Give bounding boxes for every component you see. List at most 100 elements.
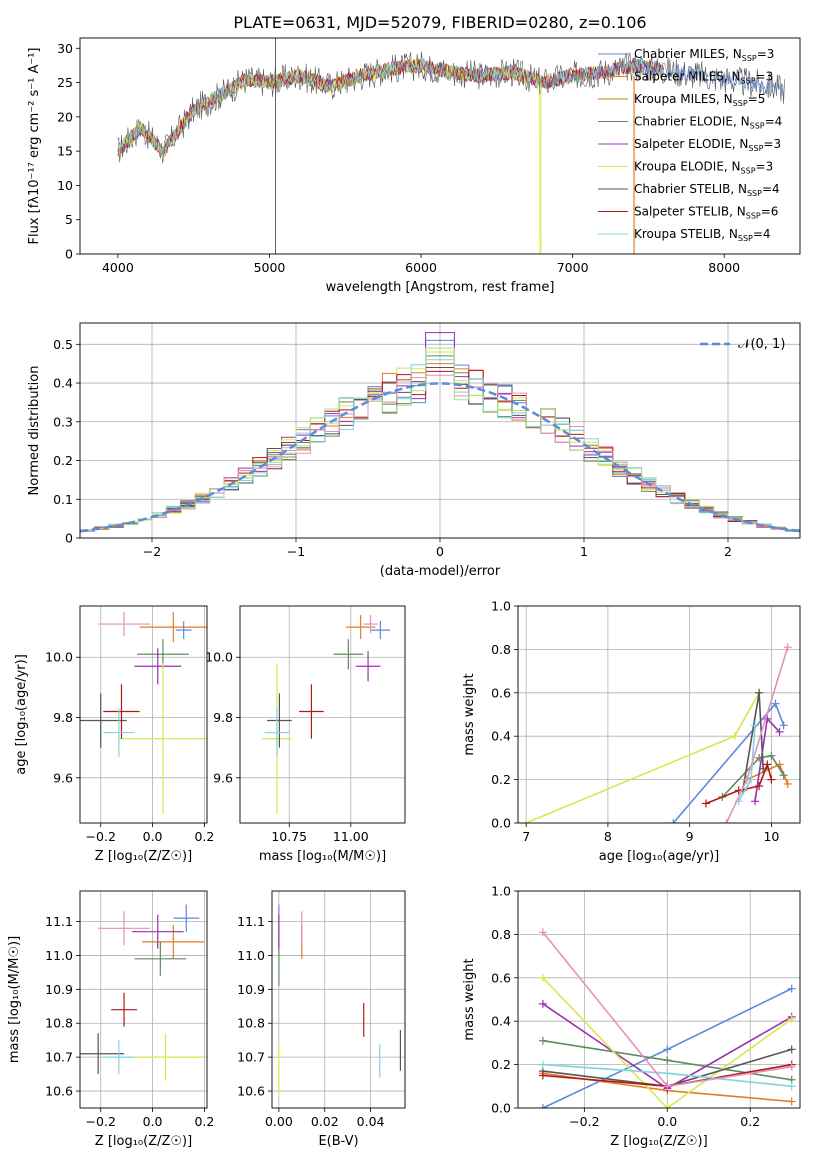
x-axis-label: E(B-V)	[318, 1134, 358, 1149]
legend-tail: =3	[763, 137, 781, 151]
y-tick-label: 20	[57, 109, 73, 124]
x-tick-label: 1	[580, 544, 588, 559]
legend-tail: =3	[756, 160, 774, 174]
axes-frame	[79, 605, 208, 824]
legend-tail: =5	[748, 92, 766, 106]
x-tick-label: 10.75	[271, 829, 307, 844]
y-axis-label: age [log₁₀(age/yr)]	[14, 654, 29, 775]
y-tick-label: 0	[65, 247, 73, 262]
x-axis-label: Z [log₁₀(Z/Z☉)]	[95, 849, 192, 864]
axes-age_vs_mass: 10.75 11.00 9.6 9.8 10.0 mass [log₁₀(M/M☉)]	[205, 605, 406, 864]
axes-frame	[517, 605, 801, 824]
x-tick-label: 0.2	[194, 1114, 214, 1129]
x-tick-label: 5000	[254, 260, 286, 275]
y-tick-label: 9.8	[213, 710, 233, 725]
legend-label: Kroupa ELODIE, NSSP=3	[634, 160, 773, 176]
spectrum-line	[117, 58, 664, 157]
legend-subscript: SSP	[742, 54, 757, 63]
y-axis-label: mass weight	[462, 673, 477, 755]
y-axis-label: Flux [fλ10⁻¹⁷ erg cm⁻² s⁻¹ A⁻¹]	[27, 48, 42, 245]
x-tick-label: 7000	[557, 260, 589, 275]
legend-subscript: SSP	[747, 189, 762, 198]
plot-area-mass_vs_ebv	[278, 904, 402, 1098]
y-tick-label: 0.2	[53, 453, 73, 468]
histogram-series	[80, 332, 800, 532]
x-tick-label: 7	[522, 829, 530, 844]
x-tick-label: 0.00	[265, 1114, 293, 1129]
axes-frame	[517, 890, 801, 1109]
y-tick-label: 0	[65, 531, 73, 546]
axes-spectrum: 4000 5000 6000 7000 8000 0 5 10 15 20 25 30 waveleng…	[27, 37, 801, 295]
y-tick-label: 15	[57, 144, 73, 159]
x-axis-label: Z [log₁₀(Z/Z☉)]	[610, 1134, 707, 1149]
chart-title: PLATE=0631, MJD=52079, FIBERID=0280, z=0…	[233, 13, 646, 32]
x-tick-label: 2	[724, 544, 732, 559]
x-axis-label: wavelength [Angstrom, rest frame]	[326, 280, 555, 295]
x-tick-label: 9	[686, 829, 694, 844]
x-tick-label: 6000	[405, 260, 437, 275]
legend-label: Kroupa STELIB, NSSP=4	[634, 227, 771, 243]
axes-age_vs_z: −0.2 0.0 0.2 9.6 9.8 10.0 Z [log₁₀(Z/Z☉)] age […	[14, 605, 214, 864]
legend-subscript: SSP	[738, 234, 753, 243]
y-tick-label: 0.2	[491, 1057, 511, 1072]
legend-subscript: SSP	[746, 212, 761, 221]
x-tick-label: 4000	[102, 260, 134, 275]
x-tick-label: 8	[604, 829, 612, 844]
y-tick-label: 0.6	[491, 970, 511, 985]
y-tick-label: 9.8	[53, 710, 73, 725]
axes-frame	[79, 322, 801, 539]
y-tick-label: 0.4	[491, 729, 511, 744]
y-tick-label: 11.0	[237, 948, 265, 963]
y-tick-label: 1.0	[491, 884, 511, 899]
plot-area-weight_vs_age	[522, 643, 792, 823]
legend-tail: =4	[765, 115, 783, 129]
y-tick-label: 25	[57, 75, 73, 90]
y-tick-label: 0.1	[53, 492, 73, 507]
spectrum-line	[117, 58, 664, 156]
y-tick-label: 11.1	[45, 914, 73, 929]
axes-residuals: −2 −1 0 1 2 0 0.1 0.2 0.3 0.4 0.5 (data-model)/erro…	[27, 322, 801, 579]
y-tick-label: 10.8	[237, 1016, 265, 1031]
y-tick-label: 9.6	[213, 770, 233, 785]
y-axis-label: mass [log₁₀(M/M☉)]	[7, 936, 22, 1063]
y-tick-label: 0.6	[491, 685, 511, 700]
axes-weight_vs_z: −0.2 0.0 0.2 0.0 0.2 0.4 0.6 0.8 1.0 Z [log₁₀(Z/Z…	[462, 884, 801, 1149]
y-tick-label: 10.9	[237, 982, 265, 997]
legend-tail: =4	[762, 182, 780, 196]
x-axis-label: mass [log₁₀(M/M☉)]	[259, 849, 386, 864]
legend-tail: =6	[761, 205, 779, 219]
plot-area-residuals	[80, 332, 800, 533]
y-tick-label: 0.3	[53, 414, 73, 429]
x-axis-label: age [log₁₀(age/yr)]	[599, 849, 720, 864]
legend-subscript: SSP	[733, 99, 748, 108]
y-tick-label: 0.0	[491, 816, 511, 831]
axes-frame	[79, 890, 208, 1109]
axes-mass_vs_ebv: 0.00 0.02 0.04 10.6 10.7 10.8 10.9 11.0 11.1 E(B-…	[237, 890, 406, 1149]
y-tick-label: 10.6	[237, 1084, 265, 1099]
legend-label: Chabrier MILES, NSSP=3	[634, 47, 774, 63]
y-tick-label: 10	[57, 178, 73, 193]
x-axis-label: (data-model)/error	[380, 564, 501, 579]
x-axis-label: Z [log₁₀(Z/Z☉)]	[95, 1134, 192, 1149]
plot-area-age_vs_z	[80, 612, 207, 814]
y-tick-label: 30	[57, 41, 73, 56]
x-tick-label: −1	[287, 544, 305, 559]
legend-label-normal: 𝒩(0, 1)	[738, 337, 785, 352]
y-tick-label: 0.0	[491, 1101, 511, 1116]
x-tick-label: 0.2	[194, 829, 214, 844]
plot-area-age_vs_mass	[262, 615, 391, 814]
x-tick-label: −2	[143, 544, 161, 559]
legend-tail: =3	[756, 70, 774, 84]
y-tick-label: 1.0	[491, 599, 511, 614]
y-tick-label: 9.6	[53, 770, 73, 785]
y-tick-label: 11.1	[237, 914, 265, 929]
plot-area-mass_vs_z	[80, 904, 205, 1081]
y-tick-label: 10.9	[45, 982, 73, 997]
y-tick-label: 0.2	[491, 772, 511, 787]
legend-label: Chabrier ELODIE, NSSP=4	[634, 115, 782, 131]
x-tick-label: −0.2	[86, 1114, 116, 1129]
normal-curve	[80, 382, 800, 533]
legend-tail: =3	[757, 47, 775, 61]
x-tick-label: 0.0	[143, 829, 163, 844]
plot-area-spectrum	[117, 38, 785, 254]
